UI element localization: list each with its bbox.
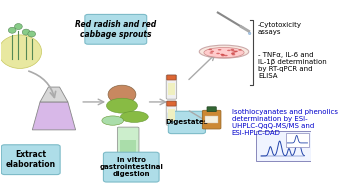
FancyBboxPatch shape bbox=[167, 101, 176, 106]
Ellipse shape bbox=[248, 32, 251, 35]
Ellipse shape bbox=[231, 52, 235, 54]
Polygon shape bbox=[32, 102, 76, 130]
Ellipse shape bbox=[231, 50, 235, 51]
FancyBboxPatch shape bbox=[168, 111, 206, 134]
Text: Extract
elaboration: Extract elaboration bbox=[6, 150, 56, 169]
FancyBboxPatch shape bbox=[202, 110, 221, 129]
Ellipse shape bbox=[221, 54, 225, 55]
Ellipse shape bbox=[232, 54, 235, 55]
Ellipse shape bbox=[231, 53, 235, 54]
Text: - TNFα, IL-6 and
IL-1β determination
by RT-qPCR and
ELISA: - TNFα, IL-6 and IL-1β determination by … bbox=[258, 52, 327, 79]
FancyBboxPatch shape bbox=[166, 75, 177, 99]
Polygon shape bbox=[40, 87, 68, 102]
Ellipse shape bbox=[224, 55, 228, 56]
Ellipse shape bbox=[108, 85, 136, 104]
Ellipse shape bbox=[218, 49, 222, 50]
FancyBboxPatch shape bbox=[85, 14, 147, 44]
Text: Red radish and red
cabbage sprouts: Red radish and red cabbage sprouts bbox=[75, 20, 156, 39]
Text: Digestates: Digestates bbox=[165, 119, 208, 125]
FancyBboxPatch shape bbox=[166, 101, 177, 125]
FancyBboxPatch shape bbox=[167, 75, 176, 80]
FancyBboxPatch shape bbox=[257, 131, 311, 161]
FancyBboxPatch shape bbox=[286, 133, 309, 147]
Text: Isothiocyanates and phenolics
determination by ESI-
UHPLC-QqQ-MS/MS and
ESI-HPLC: Isothiocyanates and phenolics determinat… bbox=[232, 109, 338, 136]
Ellipse shape bbox=[208, 49, 212, 50]
Ellipse shape bbox=[199, 45, 249, 58]
Ellipse shape bbox=[238, 49, 242, 51]
Ellipse shape bbox=[234, 50, 238, 52]
Text: In vitro
gastrointestinal
digestion: In vitro gastrointestinal digestion bbox=[99, 157, 163, 177]
FancyBboxPatch shape bbox=[120, 140, 136, 157]
Ellipse shape bbox=[221, 55, 225, 56]
FancyBboxPatch shape bbox=[117, 127, 139, 159]
Ellipse shape bbox=[230, 49, 234, 50]
Ellipse shape bbox=[8, 27, 16, 33]
FancyBboxPatch shape bbox=[205, 116, 218, 123]
Ellipse shape bbox=[220, 54, 224, 55]
Text: -Cytotoxicity
assays: -Cytotoxicity assays bbox=[258, 22, 302, 35]
Ellipse shape bbox=[22, 29, 30, 35]
FancyBboxPatch shape bbox=[1, 145, 60, 175]
FancyBboxPatch shape bbox=[103, 152, 159, 182]
Ellipse shape bbox=[15, 24, 22, 29]
Ellipse shape bbox=[204, 47, 244, 58]
FancyBboxPatch shape bbox=[168, 83, 174, 94]
Ellipse shape bbox=[233, 51, 237, 53]
Ellipse shape bbox=[120, 111, 148, 122]
Ellipse shape bbox=[28, 31, 36, 37]
Ellipse shape bbox=[0, 35, 42, 68]
Ellipse shape bbox=[106, 98, 138, 113]
FancyBboxPatch shape bbox=[168, 109, 174, 121]
Ellipse shape bbox=[227, 50, 231, 51]
Ellipse shape bbox=[210, 51, 214, 52]
Ellipse shape bbox=[102, 116, 124, 125]
Ellipse shape bbox=[216, 53, 220, 54]
Ellipse shape bbox=[209, 52, 213, 54]
FancyBboxPatch shape bbox=[207, 107, 216, 112]
